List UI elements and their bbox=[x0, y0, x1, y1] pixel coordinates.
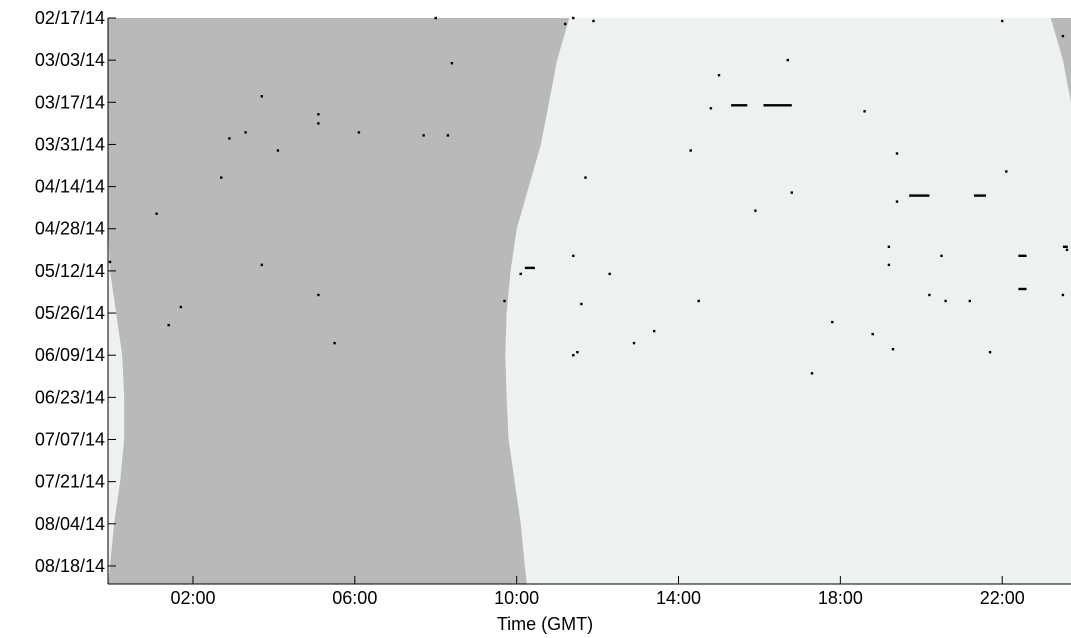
data-segment bbox=[524, 266, 535, 270]
y-tick-label: 03/17/14 bbox=[35, 92, 105, 112]
data-point bbox=[572, 354, 575, 357]
data-point bbox=[317, 113, 320, 116]
data-point bbox=[357, 131, 361, 134]
data-point bbox=[928, 293, 931, 297]
data-point bbox=[790, 191, 793, 194]
data-point bbox=[519, 272, 522, 276]
y-tick-label: 08/18/14 bbox=[35, 556, 105, 576]
data-segment bbox=[1018, 287, 1027, 291]
data-point bbox=[895, 152, 899, 155]
day-region-left bbox=[108, 18, 125, 584]
y-tick-label: 06/23/14 bbox=[35, 387, 105, 407]
data-point bbox=[863, 110, 866, 113]
data-point bbox=[179, 305, 182, 309]
x-axis-label: Time (GMT) bbox=[497, 614, 593, 634]
y-tick-label: 03/31/14 bbox=[35, 134, 105, 154]
x-tick-label: 14:00 bbox=[656, 588, 701, 608]
data-point bbox=[592, 19, 595, 23]
data-point bbox=[260, 95, 263, 98]
data-point bbox=[968, 299, 971, 303]
data-point bbox=[754, 209, 757, 212]
data-point bbox=[580, 302, 583, 306]
y-tick-label: 06/09/14 bbox=[35, 345, 105, 365]
y-tick-label: 04/14/14 bbox=[35, 177, 105, 197]
data-point bbox=[608, 272, 611, 276]
data-point bbox=[891, 348, 895, 351]
data-point bbox=[584, 176, 587, 179]
data-point bbox=[940, 254, 943, 257]
data-point bbox=[276, 149, 280, 152]
data-point bbox=[887, 245, 891, 248]
y-tick-label: 08/04/14 bbox=[35, 514, 105, 534]
data-point bbox=[333, 341, 336, 345]
data-point bbox=[422, 134, 425, 137]
data-point bbox=[786, 58, 789, 62]
data-point bbox=[572, 16, 575, 20]
data-point bbox=[895, 200, 899, 203]
data-point bbox=[810, 372, 814, 375]
data-point bbox=[1065, 248, 1069, 251]
data-segment bbox=[731, 104, 748, 107]
x-tick-label: 10:00 bbox=[494, 588, 539, 608]
data-segment bbox=[973, 194, 986, 197]
data-point bbox=[317, 293, 320, 297]
x-tick-label: 06:00 bbox=[332, 588, 377, 608]
data-point bbox=[717, 74, 721, 77]
data-point bbox=[1061, 293, 1065, 297]
data-point bbox=[155, 212, 158, 215]
y-tick-label: 05/26/14 bbox=[35, 303, 105, 323]
data-segment bbox=[763, 104, 792, 107]
data-point bbox=[988, 351, 992, 354]
data-point bbox=[244, 131, 247, 134]
data-point bbox=[1001, 19, 1004, 23]
data-point bbox=[887, 263, 891, 267]
data-point bbox=[434, 16, 437, 20]
y-tick-label: 07/21/14 bbox=[35, 472, 105, 492]
data-point bbox=[108, 260, 112, 264]
x-tick-label: 18:00 bbox=[818, 588, 863, 608]
x-tick-label: 02:00 bbox=[170, 588, 215, 608]
data-point bbox=[871, 332, 874, 336]
data-point bbox=[450, 62, 454, 65]
data-point bbox=[260, 263, 263, 267]
data-point bbox=[689, 149, 692, 152]
data-point bbox=[1061, 34, 1065, 38]
y-tick-label: 07/07/14 bbox=[35, 429, 105, 449]
y-tick-label: 03/03/14 bbox=[35, 50, 105, 70]
data-point bbox=[564, 22, 567, 26]
data-point bbox=[709, 107, 713, 110]
data-segment bbox=[909, 194, 930, 197]
axes: 02/17/14 03/03/14 03/17/14 03/31/14 04/14/14… bbox=[35, 8, 1071, 608]
data-point bbox=[831, 320, 834, 324]
data-point bbox=[167, 323, 170, 327]
data-point bbox=[576, 351, 579, 354]
data-point bbox=[632, 341, 636, 345]
data-point bbox=[944, 299, 947, 303]
y-tick-label: 02/17/14 bbox=[35, 8, 105, 28]
data-point bbox=[228, 137, 231, 140]
day-night-background bbox=[108, 18, 1071, 584]
data-point bbox=[220, 176, 223, 179]
data-segment bbox=[1062, 245, 1068, 248]
data-point bbox=[653, 329, 656, 333]
data-point bbox=[446, 134, 450, 137]
data-point bbox=[1005, 170, 1008, 173]
data-points bbox=[108, 16, 1069, 375]
y-tick-label: 05/12/14 bbox=[35, 261, 105, 281]
day-region bbox=[505, 18, 1071, 584]
data-segment bbox=[1018, 254, 1027, 257]
y-tick-label: 04/28/14 bbox=[35, 219, 105, 239]
data-point bbox=[503, 299, 506, 303]
data-point bbox=[317, 122, 320, 125]
data-point bbox=[572, 254, 575, 257]
data-point bbox=[697, 299, 700, 303]
x-tick-label: 22:00 bbox=[980, 588, 1025, 608]
